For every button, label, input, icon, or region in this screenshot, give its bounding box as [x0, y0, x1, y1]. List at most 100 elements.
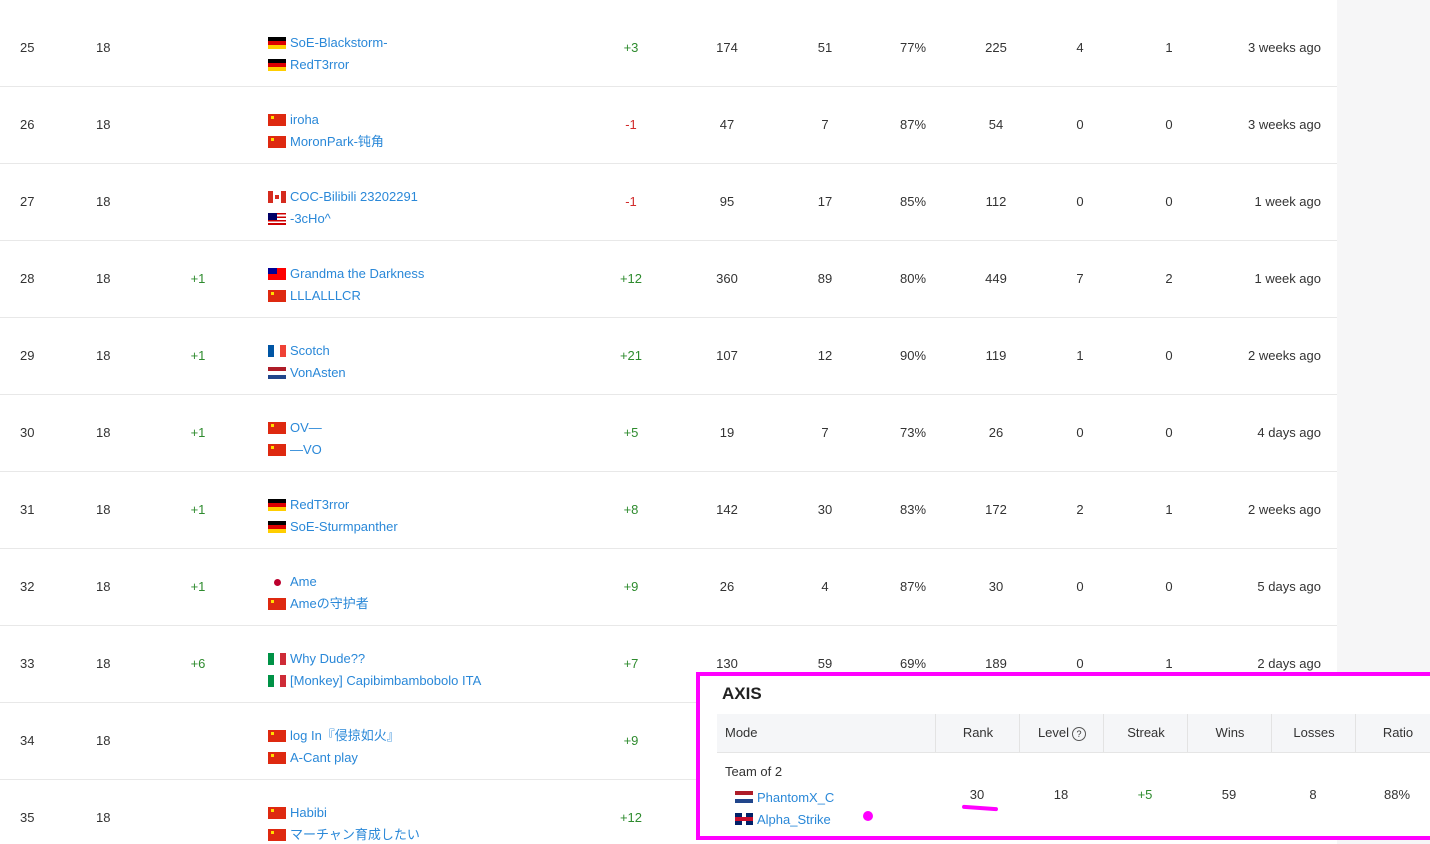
player-link[interactable]: MoronPark-钝角 [290, 134, 384, 149]
stat-losses: 8 [1309, 787, 1317, 802]
level-cell: 18 [96, 579, 111, 594]
player-link[interactable]: Scotch [290, 343, 330, 358]
drops-cell: 1 [1076, 348, 1084, 363]
cn-flag-icon [268, 807, 286, 819]
desyncs-cell: 2 [1165, 271, 1173, 286]
highlight-underline-mark [961, 804, 999, 812]
players-cell: OV— —VO [268, 417, 322, 461]
wins-cell: 130 [716, 656, 738, 671]
level-cell: 18 [96, 425, 111, 440]
ratio-cell: 90% [899, 348, 927, 363]
player-entry: Grandma the Darkness [268, 263, 424, 285]
drops-cell: 4 [1076, 40, 1084, 55]
ratio-cell: 85% [899, 194, 927, 209]
mode-label: Team of 2 [725, 764, 783, 779]
rank-change-cell [178, 10, 218, 86]
ratio-cell: 73% [899, 425, 927, 440]
header-streak: Streak [1103, 714, 1188, 752]
player-link[interactable]: OV— [290, 420, 322, 435]
player-entry: COC-Bilibili 23202291 [268, 186, 418, 208]
player-link[interactable]: マーチャン育成したい [290, 827, 420, 842]
rank-cell: 26 [20, 117, 35, 132]
table-row: 25 18 +3 174 51 77% 225 4 1 3 weeks ago SoE-Blacks… [0, 10, 1337, 87]
wins-cell: 360 [716, 271, 738, 286]
streak-cell: +3 [623, 40, 639, 55]
stat-wins: 59 [1221, 787, 1237, 802]
rank-change-cell: +1 [190, 271, 206, 286]
rank-cell: 35 [20, 810, 35, 825]
player-link[interactable]: Ameの守护者 [290, 596, 369, 611]
player-link[interactable]: [Monkey] Capibimbambobolo ITA [290, 673, 482, 688]
player-link[interactable]: Why Dude?? [290, 651, 366, 666]
players-cell: Grandma the Darkness LLLALLLCR [268, 263, 424, 307]
table-row: 26 18 -1 47 7 87% 54 0 0 3 weeks ago iroha MoronPar… [0, 87, 1337, 164]
highlight-dot-mark [863, 811, 873, 821]
player-entry: —VO [268, 439, 322, 461]
player-link[interactable]: A-Cant play [290, 750, 358, 765]
rank-cell: 33 [20, 656, 35, 671]
table-row: 27 18 -1 95 17 85% 112 0 0 1 week ago COC-Bilibili… [0, 164, 1337, 241]
player-link[interactable]: iroha [290, 112, 319, 127]
player-link[interactable]: -3cHo^ [290, 211, 331, 226]
team-player-2: Alpha_Strike [735, 808, 831, 830]
cn-flag-icon [268, 136, 286, 148]
player-link[interactable]: Ame [290, 574, 317, 589]
player-entry: MoronPark-钝角 [268, 131, 384, 153]
wins-cell: 26 [719, 579, 735, 594]
player-entry: -3cHo^ [268, 208, 418, 230]
player-link[interactable]: —VO [290, 442, 322, 457]
last-played-cell: 4 days ago [1257, 425, 1321, 440]
drops-cell: 2 [1076, 502, 1084, 517]
games-cell: 30 [988, 579, 1004, 594]
table-row: 34 18 +9 log In『侵掠如火』 A-Cant play [0, 703, 1337, 780]
player-entry: A-Cant play [268, 747, 400, 769]
help-icon[interactable]: ? [1072, 726, 1087, 741]
games-cell: 172 [985, 502, 1007, 517]
tw-flag-icon [268, 268, 286, 280]
rank-change-cell: +1 [190, 425, 206, 440]
wins-cell: 47 [719, 117, 735, 132]
player-link[interactable]: VonAsten [290, 365, 346, 380]
stat-rank: 30 [969, 787, 985, 802]
player-entry: LLLALLLCR [268, 285, 424, 307]
ratio-cell: 83% [899, 502, 927, 517]
rank-cell: 30 [20, 425, 35, 440]
losses-cell: 12 [817, 348, 833, 363]
streak-cell: +8 [623, 502, 639, 517]
streak-cell: -1 [625, 194, 637, 209]
player-entry: Ame [268, 571, 369, 593]
player-entry: OV— [268, 417, 322, 439]
table-row: 29 18 +1 +21 107 12 90% 119 1 0 2 weeks ago Scotch V… [0, 318, 1337, 395]
rank-cell: 27 [20, 194, 35, 209]
player-link[interactable]: COC-Bilibili 23202291 [290, 189, 418, 204]
cn-flag-icon [268, 598, 286, 610]
rank-change-cell [178, 703, 218, 779]
players-cell: Ame Ameの守护者 [268, 571, 369, 615]
ratio-cell: 80% [899, 271, 927, 286]
losses-cell: 7 [821, 117, 829, 132]
player-link[interactable]: RedT3rror [290, 57, 350, 72]
player-entry: [Monkey] Capibimbambobolo ITA [268, 670, 481, 692]
desyncs-cell: 0 [1165, 579, 1173, 594]
player-link[interactable]: Habibi [290, 805, 327, 820]
streak-cell: +21 [619, 348, 643, 363]
player-link[interactable]: SoE-Sturmpanther [290, 519, 398, 534]
stats-table-header: Mode Rank Level? Streak Wins Losses Rati… [717, 714, 1430, 753]
desyncs-cell: 0 [1165, 194, 1173, 209]
player-link[interactable]: PhantomX_C [757, 789, 835, 805]
player-entry: Ameの守护者 [268, 593, 369, 615]
cn-flag-icon [268, 730, 286, 742]
player-link[interactable]: RedT3rror [290, 497, 350, 512]
player-link[interactable]: Alpha_Strike [757, 811, 831, 827]
desyncs-cell: 1 [1165, 502, 1173, 517]
streak-cell: +9 [623, 733, 639, 748]
player-link[interactable]: SoE-Blackstorm- [290, 35, 388, 50]
player-link[interactable]: LLLALLLCR [290, 288, 361, 303]
de-flag-icon [268, 499, 286, 511]
player-link[interactable]: log In『侵掠如火』 [290, 728, 400, 743]
last-played-cell: 3 weeks ago [1248, 40, 1321, 55]
rank-change-cell: +1 [190, 348, 206, 363]
player-link[interactable]: Grandma the Darkness [290, 266, 425, 281]
games-cell: 449 [985, 271, 1007, 286]
ca-flag-icon [268, 191, 286, 203]
